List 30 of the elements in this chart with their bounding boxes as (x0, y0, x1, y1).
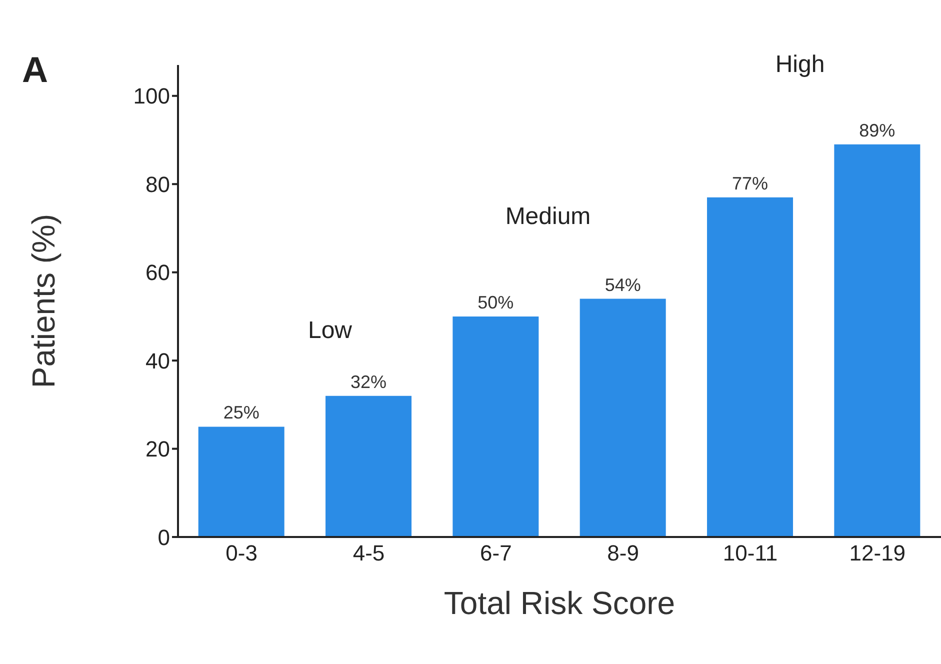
y-axis-title: Patients (%) (25, 214, 62, 388)
data-label: 25% (223, 402, 260, 423)
bar (834, 144, 920, 537)
annotation: Medium (505, 203, 591, 230)
annotation: High (775, 51, 825, 78)
x-tick-label: 6-7 (480, 540, 512, 566)
x-tick-label: 4-5 (352, 540, 385, 566)
bar (707, 197, 794, 537)
y-tick-label: 20 (146, 436, 170, 462)
x-tick-label: 8-9 (607, 540, 639, 566)
bar (452, 316, 539, 537)
y-tick-label: 0 (158, 524, 170, 550)
x-tick-label: 12-19 (849, 540, 906, 566)
bar (580, 298, 666, 537)
x-tick-label: 0-3 (226, 540, 258, 566)
x-tick-label: 10-11 (722, 540, 778, 566)
bar (326, 396, 412, 537)
y-tick-label: 40 (146, 348, 170, 374)
data-label: 54% (604, 274, 641, 295)
data-label: 32% (350, 372, 387, 392)
data-label: 50% (478, 292, 514, 312)
y-tick-label: 60 (146, 260, 170, 286)
text: A (22, 49, 48, 90)
x-axis-title: Total Risk Score (444, 585, 676, 621)
data-label: 89% (859, 120, 896, 140)
data-label: 77% (732, 173, 768, 194)
y-tick-label: 100 (133, 84, 170, 109)
y-tick-label: 80 (146, 172, 170, 197)
bar (198, 426, 284, 537)
annotation: Low (308, 317, 353, 344)
